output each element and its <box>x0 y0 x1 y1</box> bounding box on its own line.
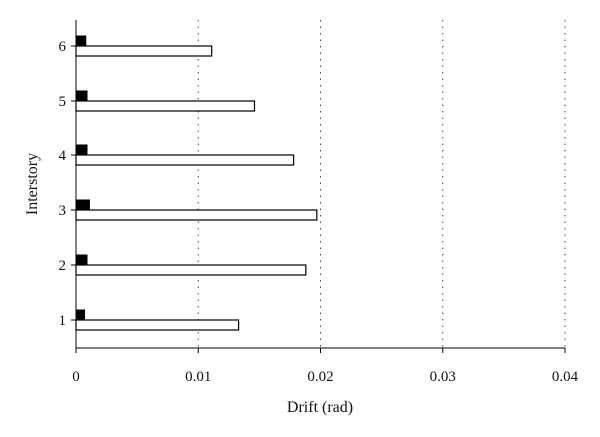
x-axis-label: Drift (rad) <box>287 399 353 416</box>
bar-series-1 <box>75 199 90 210</box>
x-tick-label: 0 <box>72 369 80 385</box>
bars <box>75 35 318 331</box>
x-tick-label: 0.01 <box>185 369 211 385</box>
x-tick-label: 0.02 <box>307 369 333 385</box>
y-tick-label: 2 <box>59 258 67 274</box>
y-tick-label: 5 <box>59 94 67 110</box>
bar-series-1 <box>75 90 88 101</box>
grid-lines <box>197 20 566 348</box>
y-tick-label: 1 <box>59 313 67 329</box>
bar-series-1 <box>75 144 88 155</box>
y-axis-ticks: 1 2 3 4 5 6 <box>59 39 76 329</box>
bar-series-2 <box>75 154 295 166</box>
bar-series-2 <box>75 264 307 276</box>
x-tick-label: 0.04 <box>552 369 579 385</box>
bar-series-2 <box>75 100 256 112</box>
y-axis-label: Interstory <box>24 153 41 215</box>
axes <box>75 20 565 349</box>
y-tick-label: 4 <box>59 148 67 164</box>
x-axis-ticks: 0 0.01 0.02 0.03 0.04 <box>72 348 579 385</box>
bar-series-1 <box>75 254 88 265</box>
bar-series-2 <box>75 209 318 221</box>
bar-series-1 <box>75 35 87 46</box>
bar-series-1 <box>75 309 86 320</box>
y-tick-label: 6 <box>59 39 67 55</box>
bar-series-2 <box>75 45 213 57</box>
x-tick-label: 0.03 <box>430 369 456 385</box>
bar-series-2 <box>75 319 240 331</box>
y-tick-label: 3 <box>59 203 67 219</box>
